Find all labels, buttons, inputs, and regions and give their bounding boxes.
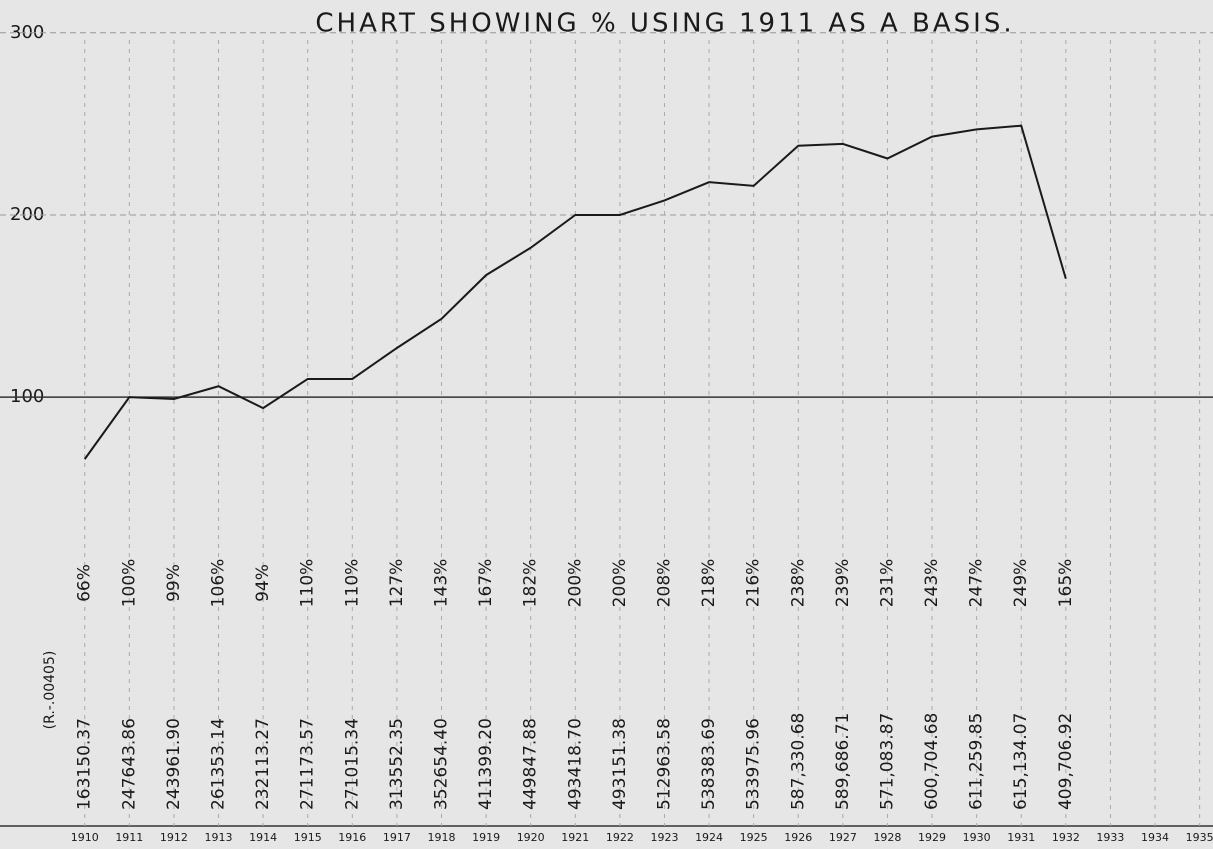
y-tick-label: 300 [10, 22, 44, 43]
chart-title: CHART SHOWING % USING 1911 AS A BASIS. [315, 9, 1014, 39]
amount-label: 243961.90 [164, 718, 184, 810]
amount-label: 411399.20 [476, 718, 496, 810]
value-label: 100% [119, 559, 139, 608]
x-tick-label: 1929 [918, 831, 946, 844]
value-label: 94% [253, 564, 273, 602]
y-tick-label: 200 [10, 204, 44, 225]
value-label: 110% [298, 559, 318, 608]
x-tick-label: 1926 [784, 831, 812, 844]
value-label: 249% [1011, 559, 1031, 608]
x-tick-label: 1928 [873, 831, 901, 844]
value-label: 200% [610, 559, 630, 608]
amount-label: 571,083.87 [877, 713, 897, 810]
amount-label: 232113.27 [253, 718, 273, 810]
x-tick-label: 1917 [383, 831, 411, 844]
x-tick-label: 1924 [695, 831, 723, 844]
x-tick-label: 1915 [294, 831, 322, 844]
amount-label: 538383.69 [699, 718, 719, 810]
value-label: 127% [387, 559, 407, 608]
note: (R.-.00405) [42, 651, 58, 730]
amount-label: 449847.88 [521, 718, 541, 810]
value-label: 243% [922, 559, 942, 608]
x-tick-label: 1933 [1096, 831, 1124, 844]
amount-label: 271173.57 [298, 718, 318, 810]
value-label: 66% [75, 564, 95, 602]
x-tick-label: 1925 [740, 831, 768, 844]
value-label: 106% [209, 559, 229, 608]
value-label: 165% [1056, 559, 1076, 608]
x-tick-label: 1935 [1186, 831, 1213, 844]
amount-label: 611,259.85 [967, 713, 987, 810]
value-label: 167% [476, 559, 496, 608]
value-label: 231% [877, 559, 897, 608]
x-tick-label: 1922 [606, 831, 634, 844]
data-line [83, 124, 1067, 460]
value-label: 200% [565, 559, 585, 608]
value-label: 182% [521, 559, 541, 608]
amount-label: 493418.70 [565, 718, 585, 810]
amount-label: 512963.58 [654, 718, 674, 810]
x-tick-label: 1920 [517, 831, 545, 844]
x-tick-label: 1912 [160, 831, 188, 844]
amount-label: 409,706.92 [1056, 713, 1076, 810]
value-label: 218% [699, 559, 719, 608]
amount-label: 493151.38 [610, 718, 630, 810]
amount-label: 271015.34 [342, 718, 362, 810]
value-label: 239% [833, 559, 853, 608]
amount-label: 600,704.68 [922, 713, 942, 810]
x-tick-label: 1921 [561, 831, 589, 844]
value-label: 216% [744, 559, 764, 608]
x-tick-label: 1916 [338, 831, 366, 844]
amount-label: 163150.37 [75, 718, 95, 810]
x-tick-label: 1910 [71, 831, 99, 844]
x-tick-label: 1930 [963, 831, 991, 844]
x-tick-label: 1919 [472, 831, 500, 844]
value-label: 143% [431, 559, 451, 608]
x-tick-label: 1918 [427, 831, 455, 844]
x-tick-label: 1923 [650, 831, 678, 844]
amount-label: 313552.35 [387, 718, 407, 810]
x-tick-label: 1932 [1052, 831, 1080, 844]
value-label: 247% [967, 559, 987, 608]
amount-label: 589,686.71 [833, 713, 853, 810]
x-tick-label: 1931 [1007, 831, 1035, 844]
value-label: 238% [788, 559, 808, 608]
amount-label: 587,330.68 [788, 713, 808, 810]
value-label: 110% [342, 559, 362, 608]
x-tick-label: 1914 [249, 831, 277, 844]
amount-label: 615,134.07 [1011, 713, 1031, 810]
value-label: 208% [654, 559, 674, 608]
x-tick-label: 1927 [829, 831, 857, 844]
amount-label: 247643.86 [119, 718, 139, 810]
x-tick-label: 1913 [205, 831, 233, 844]
value-label: 99% [164, 564, 184, 602]
x-tick-label: 1911 [115, 831, 143, 844]
x-tick-label: 1934 [1141, 831, 1169, 844]
amount-label: 533975.96 [744, 718, 764, 810]
amount-label: 261353.14 [209, 718, 229, 810]
amount-label: 352654.40 [431, 718, 451, 810]
